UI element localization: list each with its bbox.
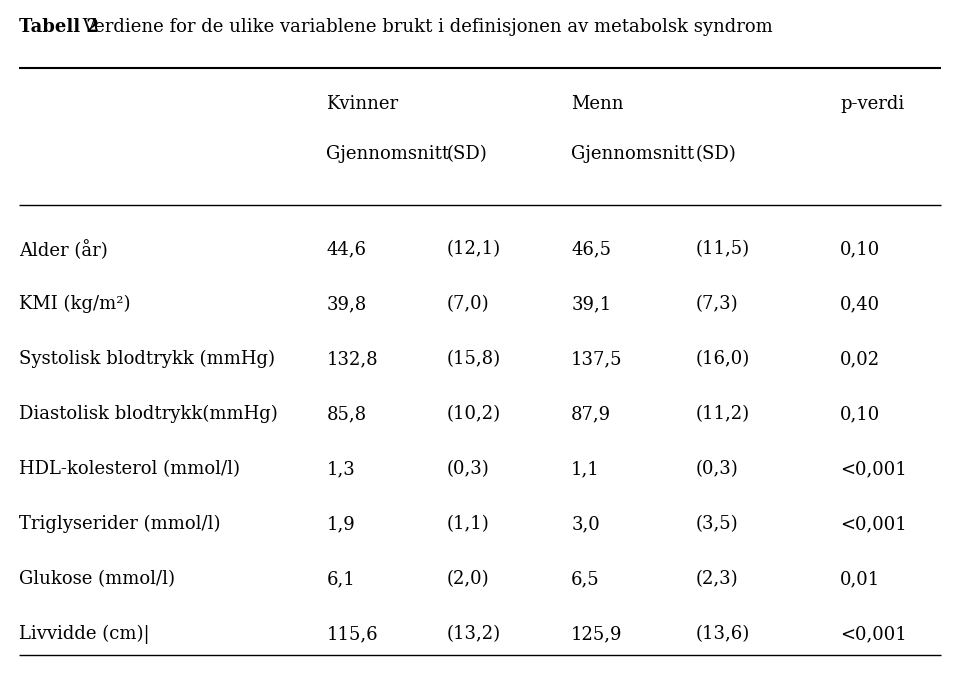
Text: 85,8: 85,8 bbox=[326, 405, 367, 423]
Text: Tabell 2: Tabell 2 bbox=[19, 18, 99, 36]
Text: <0,001: <0,001 bbox=[840, 460, 907, 478]
Text: (2,3): (2,3) bbox=[696, 570, 738, 588]
Text: 1,3: 1,3 bbox=[326, 460, 355, 478]
Text: 3,0: 3,0 bbox=[571, 515, 600, 533]
Text: Glukose (mmol/l): Glukose (mmol/l) bbox=[19, 570, 175, 588]
Text: <0,001: <0,001 bbox=[840, 625, 907, 643]
Text: 0,40: 0,40 bbox=[840, 295, 880, 313]
Text: (SD): (SD) bbox=[446, 145, 487, 163]
Text: (13,2): (13,2) bbox=[446, 625, 500, 643]
Text: Menn: Menn bbox=[571, 95, 624, 113]
Text: Gjennomsnitt: Gjennomsnitt bbox=[571, 145, 694, 163]
Text: 39,8: 39,8 bbox=[326, 295, 367, 313]
Text: (10,2): (10,2) bbox=[446, 405, 500, 423]
Text: Verdiene for de ulike variablene brukt i definisjonen av metabolsk syndrom: Verdiene for de ulike variablene brukt i… bbox=[77, 18, 773, 36]
Text: (13,6): (13,6) bbox=[696, 625, 751, 643]
Text: (15,8): (15,8) bbox=[446, 350, 500, 368]
Text: Gjennomsnitt: Gjennomsnitt bbox=[326, 145, 449, 163]
Text: (7,0): (7,0) bbox=[446, 295, 489, 313]
Text: Diastolisk blodtrykk(mmHg): Diastolisk blodtrykk(mmHg) bbox=[19, 405, 278, 423]
Text: 125,9: 125,9 bbox=[571, 625, 623, 643]
Text: 132,8: 132,8 bbox=[326, 350, 378, 368]
Text: Livvidde (cm)|: Livvidde (cm)| bbox=[19, 625, 150, 644]
Text: KMI (kg/m²): KMI (kg/m²) bbox=[19, 295, 131, 313]
Text: HDL-kolesterol (mmol/l): HDL-kolesterol (mmol/l) bbox=[19, 460, 240, 478]
Text: 39,1: 39,1 bbox=[571, 295, 612, 313]
Text: (11,5): (11,5) bbox=[696, 240, 750, 258]
Text: Kvinner: Kvinner bbox=[326, 95, 398, 113]
Text: (0,3): (0,3) bbox=[696, 460, 739, 478]
Text: 0,10: 0,10 bbox=[840, 405, 880, 423]
Text: 0,10: 0,10 bbox=[840, 240, 880, 258]
Text: (1,1): (1,1) bbox=[446, 515, 490, 533]
Text: 46,5: 46,5 bbox=[571, 240, 612, 258]
Text: (16,0): (16,0) bbox=[696, 350, 751, 368]
Text: (12,1): (12,1) bbox=[446, 240, 500, 258]
Text: (0,3): (0,3) bbox=[446, 460, 490, 478]
Text: 1,1: 1,1 bbox=[571, 460, 600, 478]
Text: Triglyserider (mmol/l): Triglyserider (mmol/l) bbox=[19, 515, 221, 533]
Text: p-verdi: p-verdi bbox=[840, 95, 904, 113]
Text: 44,6: 44,6 bbox=[326, 240, 367, 258]
Text: 6,1: 6,1 bbox=[326, 570, 355, 588]
Text: (2,0): (2,0) bbox=[446, 570, 489, 588]
Text: 6,5: 6,5 bbox=[571, 570, 600, 588]
Text: (SD): (SD) bbox=[696, 145, 736, 163]
Text: 0,01: 0,01 bbox=[840, 570, 880, 588]
Text: 137,5: 137,5 bbox=[571, 350, 623, 368]
Text: 87,9: 87,9 bbox=[571, 405, 612, 423]
Text: (11,2): (11,2) bbox=[696, 405, 750, 423]
Text: 115,6: 115,6 bbox=[326, 625, 378, 643]
Text: 1,9: 1,9 bbox=[326, 515, 355, 533]
Text: (3,5): (3,5) bbox=[696, 515, 738, 533]
Text: Alder (år): Alder (år) bbox=[19, 240, 108, 260]
Text: <0,001: <0,001 bbox=[840, 515, 907, 533]
Text: (7,3): (7,3) bbox=[696, 295, 738, 313]
Text: 0,02: 0,02 bbox=[840, 350, 880, 368]
Text: Systolisk blodtrykk (mmHg): Systolisk blodtrykk (mmHg) bbox=[19, 350, 276, 368]
